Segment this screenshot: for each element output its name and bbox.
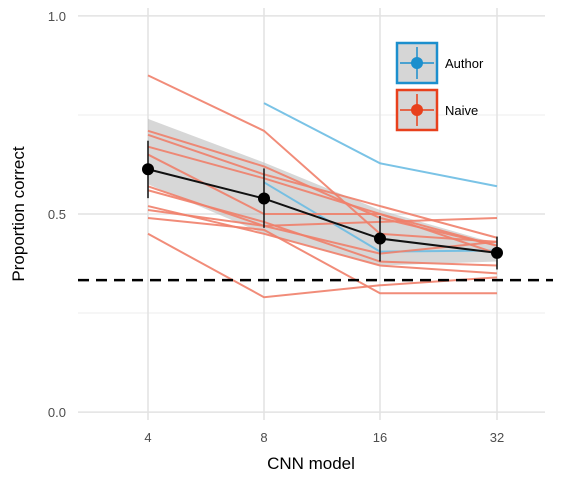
mean-series-layer — [142, 140, 503, 270]
mean-point — [374, 232, 386, 245]
x-tick-label: 8 — [260, 430, 267, 445]
participant-line-naive — [147, 205, 498, 275]
y-tick-label: 1.0 — [48, 9, 66, 24]
axis-layer: 0.0 0.5 1.0 4 8 16 32 CNN model Proportion corre… — [9, 9, 504, 473]
legend: Author Naive — [395, 41, 484, 132]
legend-key-author — [395, 41, 439, 85]
legend-label-author: Author — [445, 56, 484, 71]
mean-line — [147, 168, 498, 254]
legend-key-point — [411, 104, 423, 116]
y-tick-label: 0.0 — [48, 405, 66, 420]
x-tick-label: 32 — [490, 430, 504, 445]
participant-line-naive — [147, 133, 498, 239]
x-axis-title: CNN model — [267, 454, 355, 473]
legend-key-point — [411, 57, 423, 69]
participant-line-author — [263, 102, 498, 188]
legend-label-naive: Naive — [445, 103, 478, 118]
legend-key-naive — [395, 88, 439, 132]
x-tick-label: 4 — [144, 430, 151, 445]
mean-point — [258, 192, 270, 205]
participant-line-naive — [147, 189, 498, 267]
mean-point — [142, 163, 154, 176]
grid-layer — [78, 8, 545, 420]
participant-line-naive — [147, 145, 498, 247]
participant-line-naive — [147, 216, 497, 295]
participant-line-naive — [147, 129, 498, 247]
mean-point — [491, 246, 503, 259]
y-tick-label: 0.5 — [48, 207, 66, 222]
y-axis-title: Proportion correct — [9, 146, 28, 281]
participant-line-naive — [147, 74, 498, 243]
participant-line-naive — [147, 209, 498, 227]
x-tick-label: 16 — [373, 430, 387, 445]
